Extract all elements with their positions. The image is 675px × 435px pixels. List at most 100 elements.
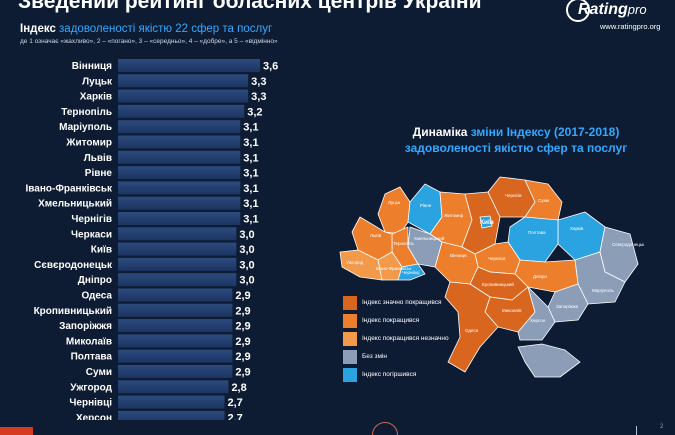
legend-label: Без змін [362,353,388,360]
bar-value-label: 3,1 [243,183,258,195]
map-label-zhytomyr: Житомир [444,213,464,218]
bar-value-label: 3,1 [243,122,258,134]
bar [118,242,237,256]
legend-swatch [343,332,357,346]
legend-label: Індекс значно покращився [362,299,442,306]
bar-value-label: 2,9 [235,367,250,379]
bar-value-label: 2,9 [235,351,250,363]
bar-row: Одеса 2,9 [81,288,251,302]
bar [118,319,233,333]
map-label-ternopil: Тернопіль [393,241,415,246]
legend-label: Індекс погіршився [362,371,417,378]
bar [118,59,260,72]
map-label-odesa: Одеса [465,328,479,333]
bar-row: Сєвєродонецьк 3,0 [34,257,255,271]
page-number: 2 [660,424,664,430]
bar-value-label: 3,0 [239,244,254,256]
bar-row: Львів 3,1 [84,150,259,164]
bar-category-label: Харків [80,92,112,103]
bar-value-label: 3,0 [239,229,254,241]
bar-value-label: 2,7 [228,412,243,420]
bar-row: Рівне 3,1 [85,166,259,180]
bar-row: Тернопіль 3,2 [61,104,263,118]
bar-value-label: 3,1 [243,137,258,149]
bar [118,89,249,103]
bar-category-label: Ужгород [70,382,112,393]
bar-row: Харків 3,3 [80,89,266,103]
map-label-ivano-frankivsk: Івано-Франківськ [376,266,411,271]
footer-separator [636,426,637,435]
map-label-mykolaiv: Миколаїв [502,308,522,313]
bar-row: Вінниця 3,6 [72,59,278,73]
bar-row: Дніпро 3,0 [78,273,255,287]
bar-value-label: 3,1 [243,152,258,164]
bar-row: Запоріжжя 2,9 [59,319,251,333]
map-label-mariupol: Маріуполь [592,288,615,293]
bar-category-label: Миколаїв [66,336,112,347]
logo-url: www.ratingpro.org [600,22,661,31]
bar [118,166,241,180]
map-label-kyiv: Київ [480,219,494,226]
bar-value-label: 2,8 [231,382,246,394]
map-region-chernivtsi [397,263,426,281]
map-region-crimea [517,343,581,378]
map-region-kherson [517,286,556,341]
map-label-dnipro: Дніпро [533,274,547,279]
bar-value-label: 3,1 [243,168,258,180]
bar-row: Кропивницький 2,9 [34,303,251,317]
map-label-uzhhorod: Ужгород [346,260,364,265]
bar [118,104,245,118]
bar-category-label: Львів [84,153,112,164]
bar [118,196,241,210]
map-label-lutsk: Луцьк [388,200,400,205]
map-region-zakarpattia [339,249,383,281]
bar-category-label: Рівне [85,168,113,179]
bar-value-label: 2,9 [235,321,250,333]
bar [118,273,237,287]
map-region-odesa [444,281,499,373]
bar-row: Луцьк 3,3 [82,74,266,88]
bar-value-label: 3,3 [251,76,266,88]
bar [118,365,233,378]
bar-row: Чернівці 2,7 [69,395,243,409]
bar-category-label: Одеса [81,291,112,302]
bar [118,380,229,394]
map-label-cherkasy: Черкаси [488,256,506,261]
bar [118,150,241,164]
bar-category-label: Київ [91,245,112,256]
page-title: Зведений рейтинг обласних центрів Україн… [18,0,482,13]
map-label-kherson: Херсон [530,318,546,323]
map-label-rivne: Рівне [420,203,432,208]
map-region-volyn [377,186,411,235]
bar-category-label: Маріуполь [59,122,112,133]
bar-category-label: Кропивницький [34,306,112,317]
bar-category-label: Чернівці [69,398,112,409]
bar-category-label: Тернопіль [61,107,112,118]
bar-row: Чернігів 3,1 [71,212,259,226]
legend-swatch [343,350,357,364]
footer-emblem-icon [372,422,398,435]
bar [118,395,225,409]
legend-swatch [343,368,357,382]
bar-category-label: Чернігів [71,214,112,225]
bar-category-label: Полтава [71,352,113,363]
bar-category-label: Вінниця [72,61,112,72]
bar [118,135,241,149]
bar [118,227,237,241]
bar-row: Херсон 2,7 [76,410,243,420]
map-label-vinnytsia: Вінниця [450,253,467,258]
bar-row: Житомир 3,1 [65,135,259,149]
map-region-vinnytsia [434,241,479,285]
bar [118,410,225,420]
bar-category-label: Івано-Франківськ [26,183,113,194]
bar-chart: Вінниця 3,6 Луцьк 3,3 Харків 3,3 Тернопіль 3,2 М… [26,59,278,420]
bar-row: Маріуполь 3,1 [59,120,259,134]
map-label-lviv: Львів [370,233,382,238]
map-label-chernivtsi: Чернівці [402,270,419,275]
map-label-zaporizhzhia: Запоріжжя [556,304,579,309]
bar-category-label: Сєвєродонецьк [34,260,113,271]
logo-wordmark: Ratingpro [578,1,647,18]
legend-swatch [343,314,357,328]
map-label-poltava: Полтава [528,230,546,235]
bar [118,303,233,317]
